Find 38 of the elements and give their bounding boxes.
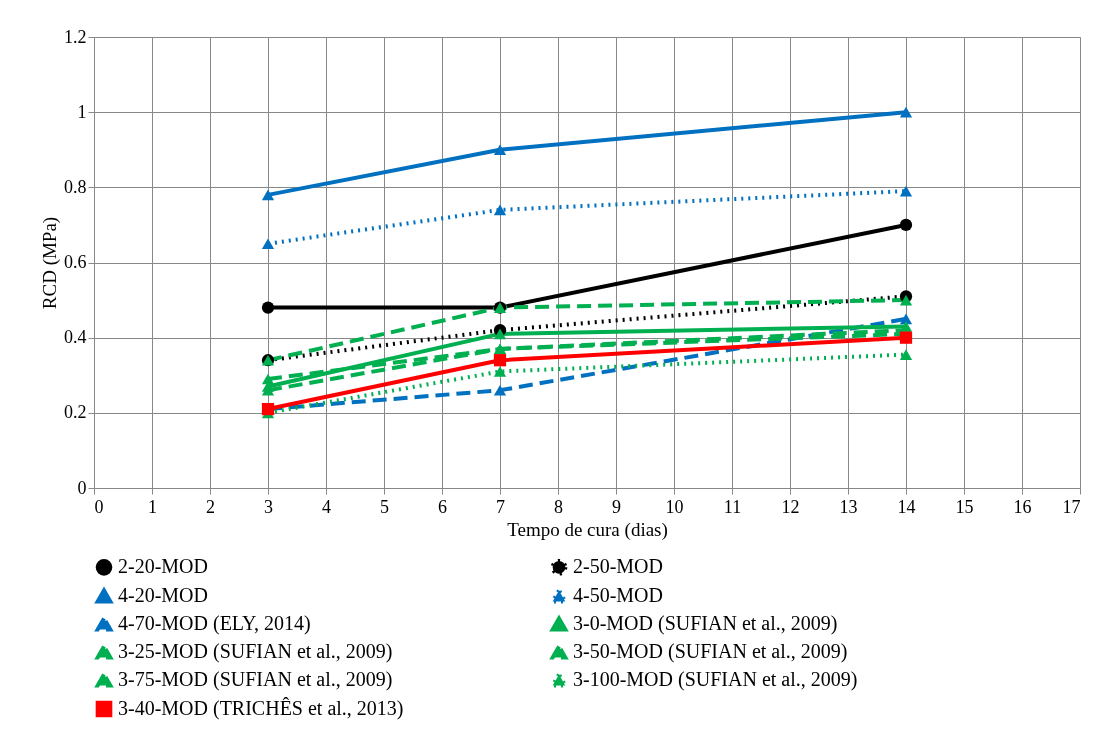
y-tick-label: 1.2 [64, 26, 87, 47]
x-tick-label: 15 [955, 496, 974, 517]
x-tick-label: 8 [554, 496, 563, 517]
x-tick-label: 11 [723, 496, 742, 517]
legend-label: 2-50-MOD [573, 555, 663, 578]
x-tick-label: 5 [380, 496, 389, 517]
legend-label: 3-0-MOD (SUFIAN et al., 2009) [573, 612, 838, 635]
y-tick-label: 0.2 [64, 402, 87, 423]
x-tick-label: 0 [94, 496, 104, 517]
y-tick-label: 0 [77, 477, 87, 498]
x-tick-label: 13 [839, 496, 858, 517]
x-tick-label: 3 [264, 496, 273, 517]
x-tick-label: 17 [1062, 496, 1081, 517]
y-tick-label: 1 [77, 101, 87, 122]
y-tick-label: 0.8 [64, 176, 87, 197]
legend-label: 3-100-MOD (SUFIAN et al., 2009) [573, 668, 858, 691]
legend-label: 4-50-MOD [573, 584, 663, 606]
x-tick-label: 4 [322, 496, 331, 517]
legend-label: 2-20-MOD [118, 555, 208, 578]
x-axis-title: Tempo de cura (dias) [507, 518, 668, 541]
legend-label: 4-70-MOD (ELY, 2014) [118, 612, 311, 635]
x-tick-label: 9 [612, 496, 621, 517]
y-tick-label: 0.6 [64, 252, 87, 272]
x-tick-label: 6 [438, 496, 447, 517]
legend-label: 3-25-MOD (SUFIAN et al., 2009) [118, 640, 393, 663]
x-tick-label: 2 [206, 496, 215, 517]
x-tick-label: 14 [897, 496, 916, 517]
y-axis-title: RCD (MPa) [39, 216, 61, 310]
legend-label: 3-50-MOD (SUFIAN et al., 2009) [573, 640, 848, 663]
legend-label: 3-75-MOD (SUFIAN et al., 2009) [118, 668, 393, 691]
x-tick-label: 7 [496, 496, 505, 517]
x-tick-label: 10 [665, 496, 684, 517]
x-tick-label: 1 [148, 496, 157, 517]
x-tick-label: 12 [781, 496, 800, 517]
x-tick-label: 16 [1013, 496, 1032, 517]
legend-label: 3-40-MOD (TRICHÊS et al., 2013) [118, 697, 404, 720]
y-tick-label: 0.4 [64, 327, 87, 348]
legend-label: 4-20-MOD [118, 584, 208, 606]
